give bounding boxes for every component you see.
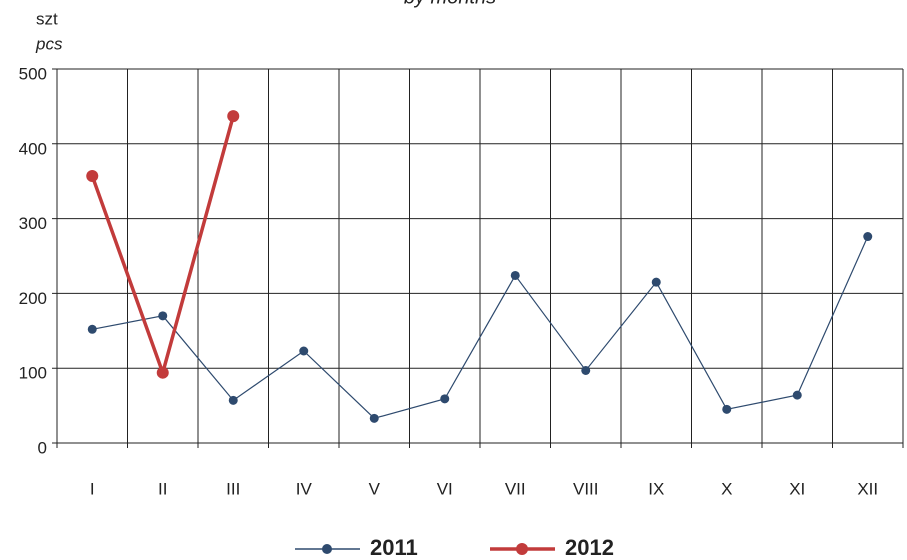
data-point — [581, 365, 591, 375]
data-point — [792, 390, 802, 400]
data-point — [228, 395, 238, 405]
data-point — [863, 232, 873, 242]
x-tick-label: IX — [648, 479, 664, 498]
y-tick-label: 0 — [38, 438, 47, 457]
data-point — [299, 346, 309, 356]
data-point — [510, 270, 520, 280]
y-axis-label-en: pcs — [35, 34, 63, 53]
legend-marker — [516, 543, 528, 555]
x-tick-label: III — [226, 479, 240, 498]
x-tick-label: VII — [505, 479, 526, 498]
y-tick-label: 200 — [19, 289, 47, 308]
data-point — [87, 324, 97, 334]
series-line — [92, 236, 869, 419]
y-tick-label: 100 — [19, 364, 47, 383]
x-tick-label: VIII — [573, 479, 599, 498]
data-point — [440, 394, 450, 404]
data-point — [369, 413, 379, 423]
y-tick-label: 500 — [19, 64, 47, 83]
data-point — [227, 110, 240, 123]
legend-label: 2012 — [565, 535, 614, 560]
x-tick-label: I — [90, 479, 95, 498]
x-tick-label: XII — [857, 479, 878, 498]
y-tick-label: 400 — [19, 139, 47, 158]
y-axis-label: szt — [36, 9, 58, 28]
chart-subtitle: by months — [404, 0, 496, 8]
x-tick-label: XI — [789, 479, 805, 498]
x-tick-label: II — [158, 479, 167, 498]
y-tick-label: 300 — [19, 214, 47, 233]
data-point — [651, 277, 661, 287]
x-tick-label: IV — [296, 479, 313, 498]
data-point — [158, 311, 168, 321]
data-point — [722, 404, 732, 414]
legend-marker — [322, 544, 332, 554]
data-point — [156, 366, 169, 379]
legend-label: 2011 — [370, 535, 418, 560]
x-tick-label: V — [369, 479, 381, 498]
data-point — [86, 169, 99, 182]
x-tick-label: X — [721, 479, 732, 498]
x-tick-label: VI — [437, 479, 453, 498]
series-line — [90, 115, 235, 379]
